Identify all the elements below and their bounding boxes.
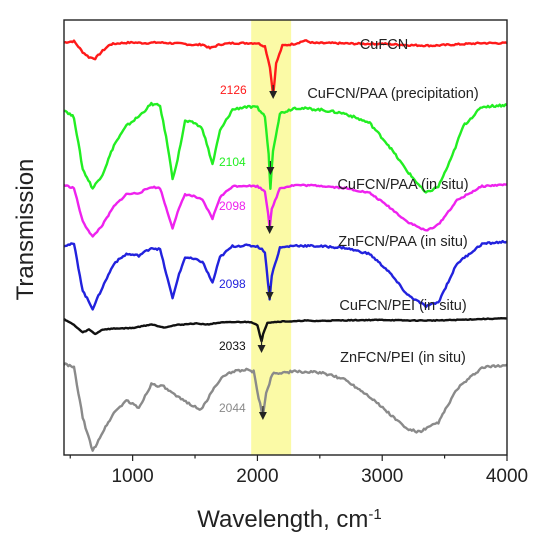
x-tick-label-4000: 4000	[486, 466, 528, 487]
series-line-2	[63, 101, 508, 194]
x-axis-title-superscript: -1	[368, 506, 381, 523]
peak-label-4: 2098	[219, 277, 246, 291]
plot-frame	[63, 19, 508, 456]
peak-arrow-head-2	[266, 167, 275, 175]
series-label-5: CuFCN/PEI (in situ)	[339, 298, 466, 314]
x-ticks-layer: 1000 2000 3000 4000	[69, 455, 528, 487]
series-label-4: ZnFCN/PAA (in situ)	[338, 234, 467, 250]
peak-arrow-head-5	[257, 345, 266, 353]
series-line-3	[63, 183, 508, 238]
x-tick-label-2000: 2000	[236, 466, 278, 487]
peak-label-2: 2104	[219, 155, 246, 169]
series-line-6	[63, 362, 508, 452]
peak-label-6: 2044	[219, 401, 246, 415]
series-layer	[63, 39, 508, 452]
y-axis-title: Transmission	[12, 159, 39, 301]
peak-arrow-head-4	[265, 292, 274, 300]
peak-arrow-head-3	[265, 226, 274, 234]
peak-arrow-head-6	[258, 412, 267, 420]
series-line-5	[63, 317, 508, 343]
peak-label-5: 2033	[219, 339, 246, 353]
series-label-2: CuFCN/PAA (precipitation)	[307, 86, 478, 102]
x-tick-label-3000: 3000	[361, 466, 403, 487]
series-line-1	[63, 39, 508, 97]
peak-label-1: 2126	[220, 83, 247, 97]
peak-arrows-layer	[257, 85, 278, 420]
series-label-6: ZnFCN/PEI (in situ)	[340, 350, 466, 366]
x-axis-title: Wavelength, cm-1	[197, 506, 382, 534]
x-tick-label-1000: 1000	[111, 466, 153, 487]
series-label-1: CuFCN	[360, 37, 408, 53]
labels-layer: 2126 CuFCN 2104 CuFCN/PAA (precipitation) 20…	[219, 37, 479, 415]
x-axis-title-text: Wavelength, cm	[197, 506, 368, 533]
series-line-4	[63, 239, 508, 311]
series-label-3: CuFCN/PAA (in situ)	[337, 177, 468, 193]
peak-label-3: 2098	[219, 199, 246, 213]
peak-arrow-head-1	[269, 91, 278, 99]
